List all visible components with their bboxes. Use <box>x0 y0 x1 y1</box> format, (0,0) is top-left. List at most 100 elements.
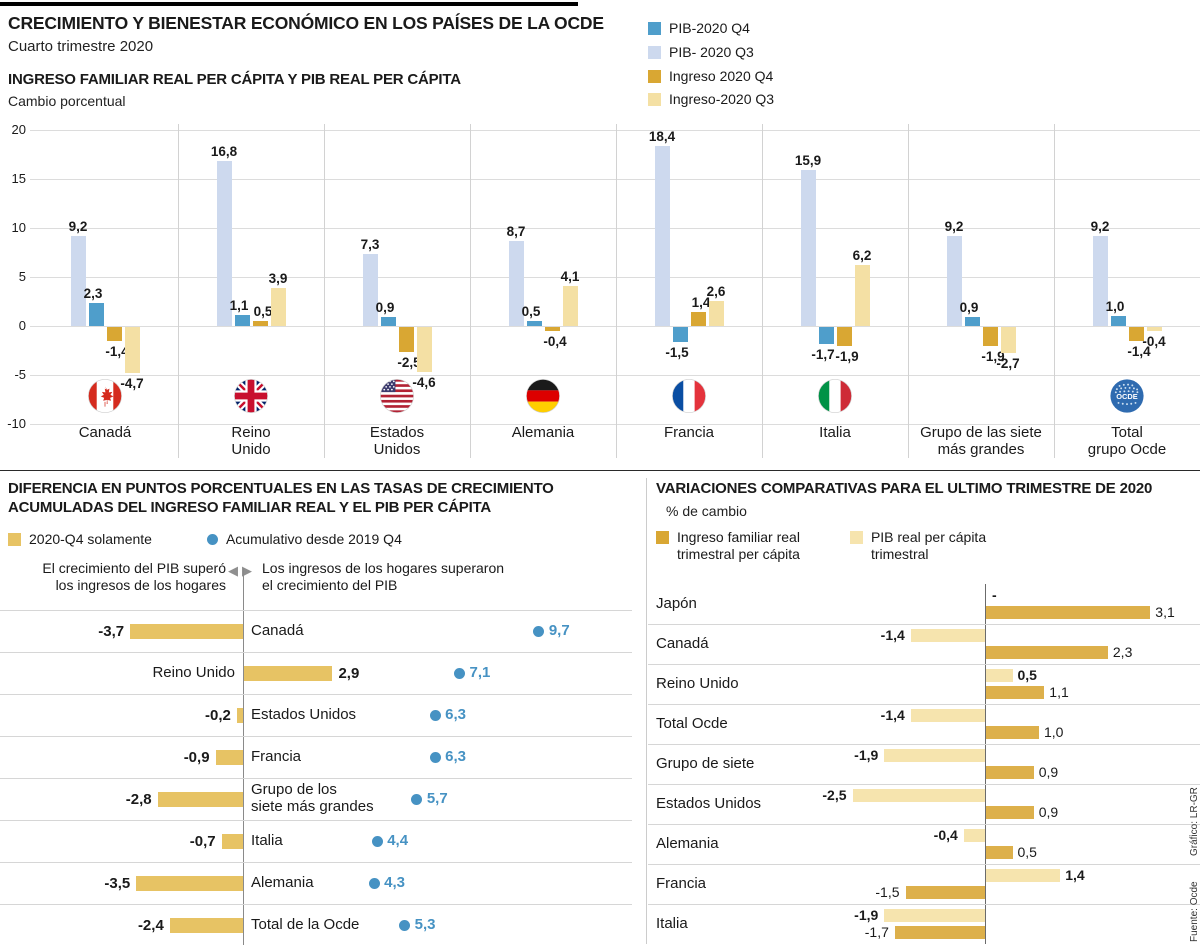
pib-bar <box>986 726 1039 739</box>
bar-pib-2020-q3 <box>1092 235 1108 326</box>
bar-pib-2020-q3 <box>362 254 378 326</box>
bar-value-label: -0,7 <box>189 832 216 850</box>
alemania-flag-icon <box>526 379 560 413</box>
paired-bar-chart: Japón - 3,1 Canadá -1,4 2,3 Reino Unido 0,5 1,1 T… <box>648 472 1200 945</box>
bar-value-label: -1,4 <box>1127 343 1151 359</box>
cumulative-dot <box>454 667 466 679</box>
bar-value-label: -4,7 <box>120 376 144 392</box>
center-axis <box>985 584 986 944</box>
bar-ingreso-2020-q3 <box>562 285 578 326</box>
legend-swatch-icon <box>648 22 661 35</box>
gridline <box>30 179 1200 180</box>
bar-value-label: 7,3 <box>360 237 380 253</box>
right-chart-subtitle: % de cambio <box>666 503 747 519</box>
q4-bar <box>157 791 243 807</box>
row-separator <box>0 904 632 905</box>
dot-value-label: 7,1 <box>469 664 491 681</box>
row-separator <box>648 664 1200 665</box>
ingreso-bar <box>910 629 985 642</box>
country-label: Canadá <box>251 621 304 639</box>
ingreso-bar <box>986 669 1013 682</box>
bar-ingreso-2020-q3 <box>708 300 724 326</box>
cumulative-dot <box>371 835 383 847</box>
bar-ingreso-2020-q3 <box>1146 327 1162 331</box>
bar-pib-2020-q3 <box>216 161 232 326</box>
bar-pib-2020-q3 <box>946 235 962 326</box>
bar-value-label: -0,4 <box>543 333 567 349</box>
q4-bar <box>215 749 243 765</box>
svg-text:OCDE: OCDE <box>1116 392 1137 401</box>
q4-bar <box>236 707 243 723</box>
country-label: Grupo de los siete más grandes <box>251 781 374 815</box>
section-divider <box>0 470 1200 471</box>
credit-grafico: Gráfico: LR-GR <box>1189 787 1200 856</box>
bar-ingreso-2020-q3 <box>124 327 140 374</box>
bar-value-label: -4,6 <box>412 375 436 391</box>
bar-ingreso-2020-q4 <box>106 327 122 341</box>
row-separator <box>0 862 632 863</box>
bar-pib-2020-q4 <box>380 317 396 326</box>
y-axis-tick-label: 0 <box>18 318 26 333</box>
panel-divider <box>646 478 647 944</box>
pib-bar <box>986 806 1034 819</box>
panel-variaciones: VARIACIONES COMPARATIVAS PARA EL ULTIMO … <box>648 472 1200 945</box>
category-label: Alemania <box>511 424 575 441</box>
bar-value-label: 2,6 <box>706 283 726 299</box>
legend-label: 2020-Q4 solamente <box>29 531 152 547</box>
country-label: Francia <box>656 874 707 892</box>
legend-swatch-icon <box>849 531 863 544</box>
cumulative-dot <box>368 877 380 889</box>
bar-value-label: 1,1 <box>1049 684 1069 700</box>
bar-ingreso-2020-q4 <box>836 327 852 346</box>
country-label: Reino Unido <box>656 674 739 692</box>
country-label: Japón <box>656 594 697 612</box>
pib-bar <box>986 686 1045 699</box>
bar-value-label: 18,4 <box>648 128 676 144</box>
right-triangle-icon: ▶ <box>242 563 252 578</box>
left-chart-legend: 2020-Q4 solamente Acumulativo desde 2019 … <box>8 531 402 548</box>
legend-dot-icon <box>206 534 218 545</box>
cumulative-dot <box>411 793 423 805</box>
page-title: CRECIMIENTO Y BIENESTAR ECONÓMICO EN LOS… <box>8 13 604 33</box>
right-chart-title: VARIACIONES COMPARATIVAS PARA EL ULTIMO … <box>656 480 1153 497</box>
row-separator <box>648 904 1200 905</box>
bar-value-label: 0,5 <box>253 304 273 320</box>
group-separator <box>178 124 179 458</box>
dot-value-label: 5,7 <box>426 790 448 807</box>
row-separator <box>0 610 632 611</box>
bar-value-label: -1,7 <box>864 924 889 940</box>
bar-ingreso-2020-q4 <box>982 327 998 346</box>
cumulative-dot <box>533 625 545 637</box>
bar-value-label: 1,4 <box>691 295 711 311</box>
legend-label: Ingreso 2020 Q4 <box>669 67 774 84</box>
bar-pib-2020-q4 <box>234 315 250 326</box>
dot-value-label: 4,3 <box>384 874 405 891</box>
legend-swatch-icon <box>648 69 661 83</box>
bar-value-label: -1,5 <box>875 884 900 900</box>
legend-label: Ingreso-2020 Q3 <box>669 91 775 108</box>
bar-ingreso-2020-q4 <box>1128 327 1144 341</box>
legend-swatch-icon <box>648 93 661 107</box>
no-data-label: - <box>992 587 997 603</box>
bar-value-label: -1,9 <box>981 348 1005 364</box>
bar-value-label: 1,0 <box>1044 724 1064 740</box>
right-chart-legend: Ingreso familiar real trimestral per cáp… <box>656 529 986 563</box>
legend-item: Ingreso familiar real trimestral per cáp… <box>656 529 800 563</box>
bar-value-label: -1,5 <box>665 344 689 360</box>
legend-item: PIB-2020 Q4 <box>648 20 774 37</box>
y-axis-tick-label: 20 <box>11 122 26 137</box>
row-separator <box>648 784 1200 785</box>
bar-ingreso-2020-q4 <box>544 327 560 331</box>
bar-ingreso-2020-q4 <box>398 327 414 352</box>
y-axis-tick-label: 10 <box>11 220 26 235</box>
row-separator <box>0 778 632 779</box>
center-axis <box>243 568 244 945</box>
ingreso-bar <box>963 829 985 842</box>
bar-ingreso-2020-q4 <box>690 312 706 326</box>
row-separator <box>648 704 1200 705</box>
bar-pib-2020-q3 <box>654 145 670 326</box>
gridline <box>30 326 1200 327</box>
legend-item: PIB real per cápita trimestral <box>849 529 986 563</box>
gridline <box>30 228 1200 229</box>
bar-ingreso-2020-q3 <box>270 287 286 326</box>
